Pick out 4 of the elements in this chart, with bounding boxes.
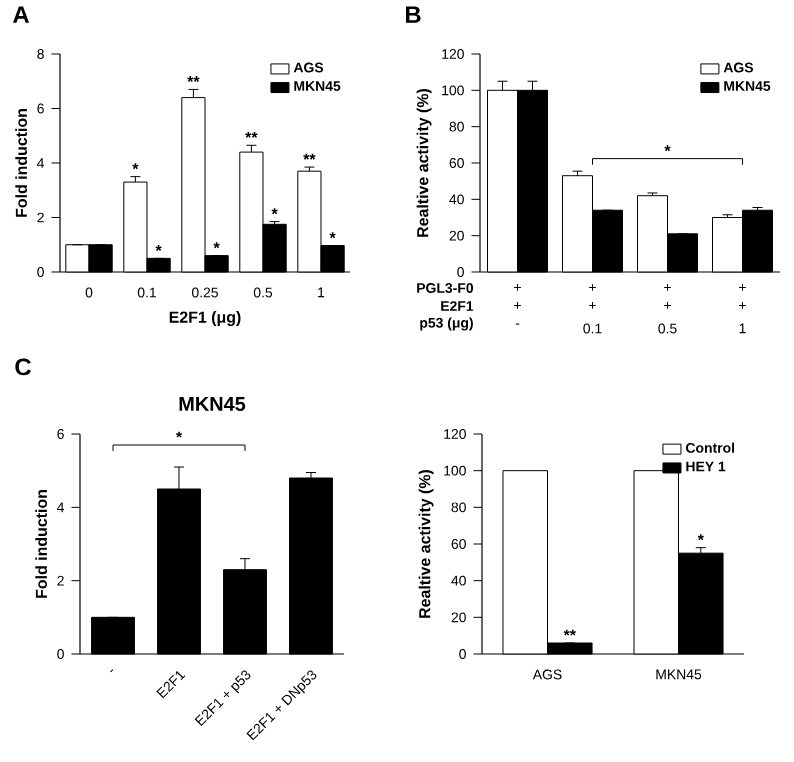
chart-title: MKN45 <box>179 397 246 412</box>
text: B <box>406 6 421 23</box>
text: C <box>15 358 32 376</box>
text: A <box>12 6 30 23</box>
